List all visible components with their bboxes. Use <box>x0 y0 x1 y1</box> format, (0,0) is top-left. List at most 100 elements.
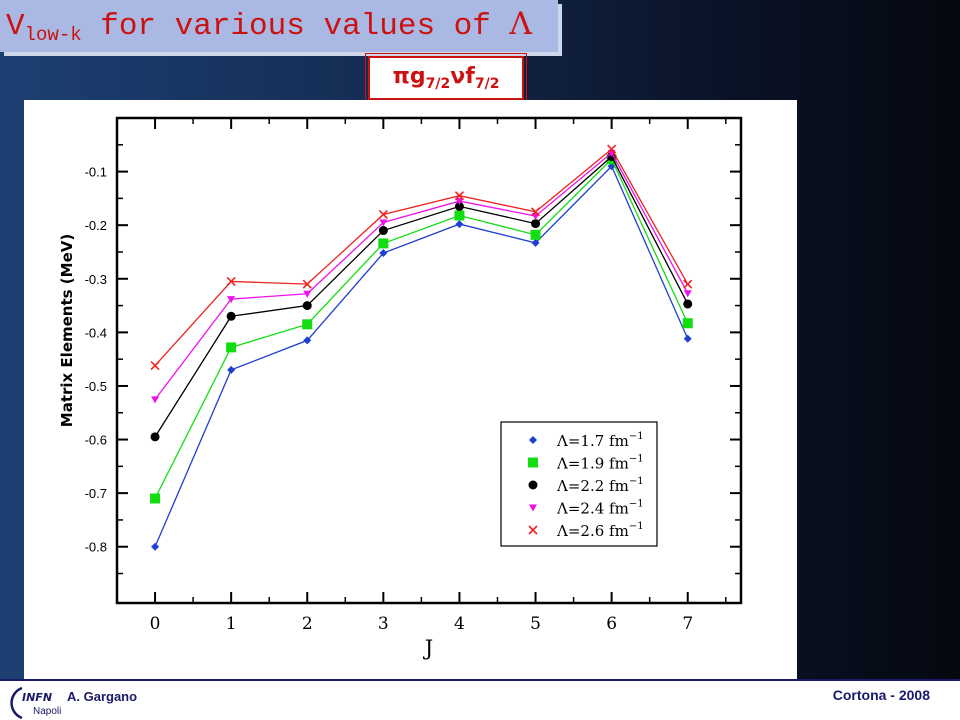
legend-label: Λ=1.9 fm−1 <box>556 454 644 473</box>
y-tick-label: -0.8 <box>85 540 107 555</box>
data-point <box>378 209 388 220</box>
data-point <box>151 396 160 404</box>
orbital-nu: ν <box>450 64 466 89</box>
title-banner: Vlow-k for various values of Λ <box>0 0 558 52</box>
legend-marker <box>529 436 537 444</box>
legend-marker <box>528 525 538 535</box>
x-tick-label: 6 <box>606 614 617 634</box>
data-point <box>303 290 312 298</box>
data-point <box>227 296 236 304</box>
data-point <box>454 201 464 211</box>
data-point <box>683 299 693 309</box>
y-axis-label: Matrix Elements (MeV) <box>58 234 76 427</box>
series-line <box>154 151 689 400</box>
legend-exponent: −1 <box>629 476 644 487</box>
x-tick-label: 1 <box>226 614 237 634</box>
x-tick-label: 0 <box>150 614 161 634</box>
data-point <box>607 162 616 171</box>
data-point <box>302 301 312 311</box>
orbital-label-box: πg7/2νf7/2 <box>365 53 527 103</box>
x-tick-label: 3 <box>378 614 389 634</box>
title-subscript: low-k <box>24 24 82 46</box>
data-point <box>379 219 388 227</box>
data-point <box>607 144 617 154</box>
data-point <box>150 493 161 504</box>
logo-city: Napoli <box>33 706 62 717</box>
data-point <box>226 311 236 321</box>
data-point <box>150 361 160 371</box>
x-tick-label: 2 <box>302 614 313 634</box>
legend-label: Λ=1.7 fm−1 <box>556 431 644 450</box>
data-point <box>379 249 388 258</box>
legend-exponent: −1 <box>629 499 644 510</box>
x-tick-label: 5 <box>530 614 541 634</box>
legend-entry: Λ=1.9 fm−1 <box>528 454 644 473</box>
legend-label: Λ=2.4 fm−1 <box>556 499 644 518</box>
data-point <box>378 226 388 236</box>
plot-frame <box>115 116 743 605</box>
data-point <box>531 238 540 247</box>
legend-exponent: −1 <box>629 521 644 532</box>
series-2 <box>150 154 693 504</box>
series-layer <box>150 144 693 551</box>
data-point <box>226 276 236 287</box>
x-tick-label: 7 <box>682 614 693 634</box>
legend-exponent: −1 <box>629 454 644 465</box>
axis-ticks <box>116 118 741 603</box>
series-1 <box>151 162 692 551</box>
data-point <box>531 219 541 229</box>
series-line <box>154 165 689 547</box>
series-5 <box>150 144 693 371</box>
x-axis-label: J <box>423 636 433 660</box>
legend-label: Λ=2.2 fm−1 <box>556 476 644 495</box>
data-point <box>226 342 237 353</box>
data-point <box>151 542 160 551</box>
y-tick-label: -0.3 <box>85 272 107 287</box>
author: A. Gargano <box>67 689 138 704</box>
x-tick-label: 4 <box>454 614 465 634</box>
footer-divider <box>0 679 960 681</box>
data-point <box>683 279 693 289</box>
series-line <box>154 158 689 499</box>
legend-box <box>500 421 658 547</box>
data-point <box>683 290 692 298</box>
data-point <box>530 229 541 240</box>
legend-entry: Λ=1.7 fm−1 <box>529 431 644 450</box>
orbital-label: πg7/2νf7/2 <box>370 64 522 92</box>
data-point <box>454 191 465 201</box>
data-point <box>302 319 313 330</box>
chart-panel: 0 1 2 3 4 5 6 7 -0.1 -0.2 -0.3 -0.4 -0.5 -0.6 -0.7 -0.8… <box>24 100 797 680</box>
infn-logo: INFN <box>10 686 52 720</box>
footer <box>0 681 960 720</box>
orbital-f: f <box>465 64 475 89</box>
data-point <box>455 220 464 229</box>
y-tick-label: -0.6 <box>85 433 107 448</box>
title-lambda: Λ <box>509 6 532 42</box>
y-tick-label: -0.4 <box>85 325 107 340</box>
y-tick-label: -0.5 <box>85 379 107 394</box>
legend-entry: Λ=2.6 fm−1 <box>528 521 644 540</box>
series-4 <box>151 149 692 404</box>
legend-marker <box>529 504 537 512</box>
orbital-g-sub: 7/2 <box>425 76 451 92</box>
legend-exponent: −1 <box>629 431 644 442</box>
data-point <box>378 238 389 249</box>
orbital-pi: π <box>392 64 410 89</box>
data-point <box>454 210 465 221</box>
title-v: V <box>6 9 25 44</box>
data-point <box>683 334 692 343</box>
orbital-g: g <box>409 64 426 89</box>
data-point <box>302 279 312 289</box>
orbital-f-sub: 7/2 <box>474 76 500 92</box>
slide-title: Vlow-k for various values of Λ <box>6 6 532 46</box>
data-point <box>303 336 312 345</box>
tick-labels: 0 1 2 3 4 5 6 7 -0.1 -0.2 -0.3 -0.4 -0.5 -0.6 -0.7 -0.8 <box>85 165 694 634</box>
event-name: Cortona - 2008 <box>832 687 930 703</box>
data-point <box>227 365 236 374</box>
svg-text:INFN: INFN <box>22 691 52 704</box>
legend-entry: Λ=2.4 fm−1 <box>529 499 644 518</box>
series-line <box>154 148 689 367</box>
data-point <box>682 318 693 329</box>
legend: Λ=1.7 fm−1 Λ=1.9 fm−1 Λ=2.2 fm−1 Λ=2.4 fm−1… <box>500 421 658 547</box>
legend-marker <box>528 457 538 468</box>
